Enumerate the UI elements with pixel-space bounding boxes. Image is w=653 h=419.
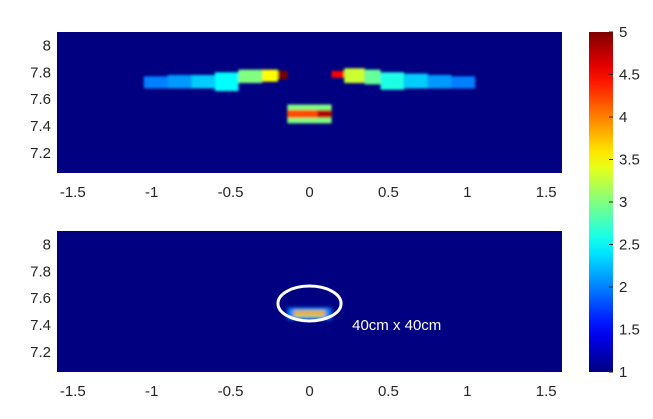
top-x-tick-label: -1 <box>145 184 158 201</box>
bottom-x-tick-labels: -1.5 -1 -0.5 0 0.5 1 1.5 <box>60 383 557 400</box>
bottom-y-tick-labels: 8 7.8 7.6 7.4 7.2 <box>30 236 51 360</box>
bot-heat-cell-2 <box>293 311 326 315</box>
top-heat-cell-11 <box>404 73 428 89</box>
top-y-tick-label: 7.6 <box>30 91 51 108</box>
bottom-heatmap-plot: 40cm x 40cm -1.5 -1 -0.5 0 0.5 1 1.5 8 7.8 7.6 7.… <box>30 231 562 400</box>
top-x-tick-label: -1.5 <box>60 184 86 201</box>
bot-y-tick-label: 8 <box>43 236 51 253</box>
bot-y-tick-label: 7.2 <box>30 344 51 361</box>
bot-y-tick-label: 7.6 <box>30 290 51 307</box>
top-y-tick-label: 8 <box>43 37 51 54</box>
size-annotation: 40cm x 40cm <box>352 317 441 334</box>
colorbar-tick-label: 1 <box>619 364 627 381</box>
top-heat-cell-3 <box>214 72 239 92</box>
colorbar-tick-label: 2 <box>619 279 627 296</box>
top-y-tick-labels: 8 7.8 7.6 7.4 7.2 <box>30 37 51 161</box>
bot-x-tick-label: 1.5 <box>536 383 557 400</box>
top-y-tick-label: 7.2 <box>30 145 51 162</box>
colorbar-tick-label: 5 <box>619 24 627 41</box>
top-x-tick-labels: -1.5 -1 -0.5 0 0.5 1 1.5 <box>60 184 557 201</box>
colorbar-tick-label: 4.5 <box>619 67 640 84</box>
top-heat-cell-2 <box>191 74 215 89</box>
top-heat-cell-10 <box>380 72 405 90</box>
bottom-plot-background <box>57 231 562 372</box>
bot-x-tick-label: -0.5 <box>218 383 244 400</box>
colorbar-tick-label: 4 <box>619 109 627 126</box>
top-x-tick-label: -0.5 <box>218 184 244 201</box>
top-heatmap-cells <box>143 68 476 124</box>
top-heat-cell-4 <box>238 69 263 84</box>
top-heat-cell-1 <box>167 74 192 89</box>
top-heat-cell-9 <box>364 69 381 85</box>
top-x-tick-label: 1 <box>463 184 471 201</box>
top-x-tick-label: 1.5 <box>536 184 557 201</box>
top-y-tick-label: 7.4 <box>30 118 51 135</box>
colorbar-tick-label: 2.5 <box>619 237 640 254</box>
top-x-tick-label: 0 <box>305 184 313 201</box>
top-heat-cell-6 <box>277 70 288 79</box>
bot-x-tick-label: 0.5 <box>378 383 399 400</box>
bot-x-tick-label: -1 <box>145 383 158 400</box>
bot-x-tick-label: -1.5 <box>60 383 86 400</box>
bot-x-tick-label: 1 <box>463 383 471 400</box>
colorbar-tick-labels: 5 4.5 4 3.5 3 2.5 2 1.5 1 <box>609 24 640 381</box>
top-heat-cell-8 <box>344 68 365 84</box>
target-circle-annotation <box>276 284 343 323</box>
top-heat-cell-0 <box>143 76 168 89</box>
bot-y-tick-label: 7.8 <box>30 263 51 280</box>
colorbar-tick-label: 3.5 <box>619 152 640 169</box>
bottom-heatmap-cells <box>287 307 332 320</box>
bot-x-tick-label: 0 <box>305 383 313 400</box>
top-heat-cell-7 <box>331 70 345 78</box>
colorbar-tick-label: 3 <box>619 194 627 211</box>
top-heat-cell-13 <box>451 76 476 89</box>
top-heat-cell-16 <box>317 109 332 118</box>
top-heat-cell-12 <box>427 74 452 89</box>
top-heat-cell-15 <box>287 109 318 118</box>
colorbar-tick-label: 1.5 <box>619 322 640 339</box>
colorbar: 5 4.5 4 3.5 3 2.5 2 1.5 1 <box>589 24 640 381</box>
top-x-tick-label: 0.5 <box>378 184 399 201</box>
top-heatmap-plot: -1.5 -1 -0.5 0 0.5 1 1.5 8 7.8 7.6 7.4 7.2 <box>30 32 562 201</box>
bot-y-tick-label: 7.4 <box>30 317 51 334</box>
top-plot-background <box>57 32 562 173</box>
top-y-tick-label: 7.8 <box>30 64 51 81</box>
top-heat-cell-5 <box>262 69 278 82</box>
